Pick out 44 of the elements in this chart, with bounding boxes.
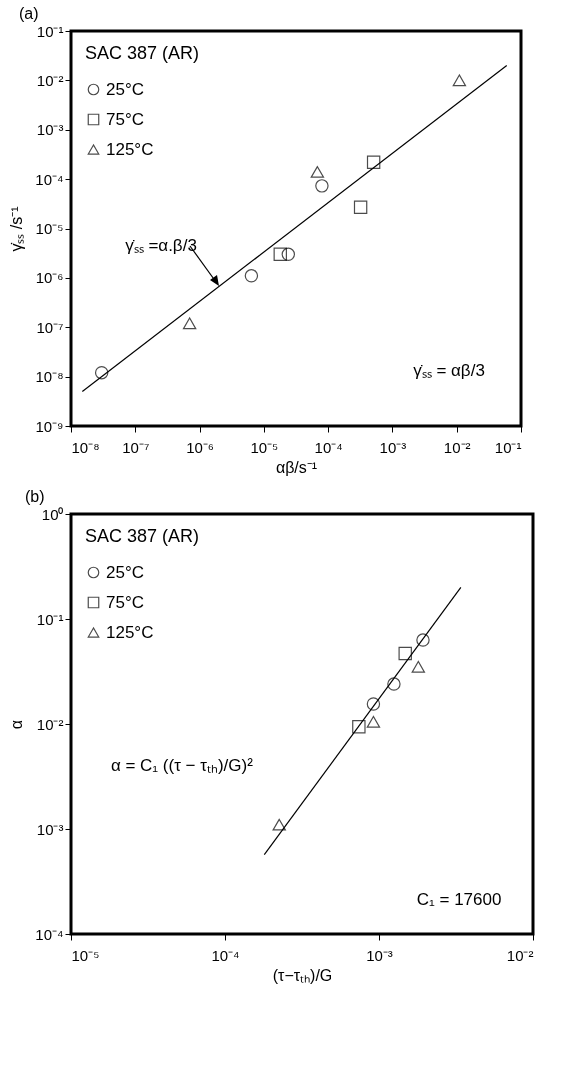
legend-label: 75°C: [106, 592, 144, 612]
x-tick-label: 10⁻⁷: [122, 438, 150, 456]
y-tick-label: 10⁻⁶: [35, 269, 64, 287]
y-tick-label: 10⁻²: [36, 71, 64, 89]
y-tick-label: 10⁻⁹: [35, 417, 64, 435]
x-tick-label: 10⁻³: [379, 438, 407, 456]
chart-title: (b): [25, 488, 45, 505]
annotation: γ̇ₛₛ =α.β/3: [125, 236, 197, 256]
chart-title: (a): [19, 5, 39, 22]
x-tick-label: 10⁻²: [506, 946, 534, 964]
legend-label: 125°C: [106, 622, 154, 642]
x-tick-label: 10⁻¹: [494, 438, 522, 456]
annotation: α = C₁ ((τ − τₜₕ)/G)²: [110, 756, 254, 775]
legend-label: 125°C: [106, 139, 154, 159]
y-tick-label: 10⁻³: [36, 121, 64, 139]
y-tick-label: 10⁰: [41, 505, 64, 523]
x-tick-label: 10⁻⁵: [250, 438, 279, 456]
x-tick-label: 10⁻²: [443, 438, 471, 456]
legend-label: 25°C: [106, 79, 144, 99]
legend-label: 25°C: [106, 562, 144, 582]
y-tick-label: 10⁻²: [36, 715, 64, 733]
legend-title: SAC 387 (AR): [85, 526, 200, 546]
x-axis-title: (τ−τₜₕ)/G: [272, 966, 333, 984]
annotation: C₁ = 17600: [416, 890, 502, 910]
x-axis-title: αβ/s⁻¹: [275, 458, 318, 476]
x-tick-label: 10⁻⁴: [314, 438, 343, 456]
y-tick-label: 10⁻⁸: [35, 368, 64, 386]
y-tick-label: 10⁻⁷: [36, 318, 64, 336]
x-tick-label: 10⁻⁵: [71, 946, 100, 964]
y-tick-label: 10⁻⁴: [35, 925, 64, 943]
y-tick-label: 10⁻¹: [36, 22, 64, 40]
y-tick-label: 10⁻³: [36, 820, 64, 838]
y-axis-title: γ̇ₛₛ /s⁻¹: [8, 206, 26, 252]
x-tick-label: 10⁻⁸: [71, 438, 100, 456]
y-tick-label: 10⁻⁵: [35, 220, 64, 237]
annotation: γ̇ₛₛ = αβ/3: [413, 360, 485, 380]
y-tick-label: 10⁻⁴: [35, 170, 64, 188]
y-axis-title: α: [8, 719, 26, 730]
legend-title: SAC 387 (AR): [85, 43, 200, 63]
y-tick-label: 10⁻¹: [36, 610, 64, 628]
x-tick-label: 10⁻⁴: [211, 946, 240, 964]
x-tick-label: 10⁻⁶: [186, 438, 214, 456]
legend-label: 75°C: [106, 109, 144, 129]
x-tick-label: 10⁻³: [366, 946, 393, 964]
